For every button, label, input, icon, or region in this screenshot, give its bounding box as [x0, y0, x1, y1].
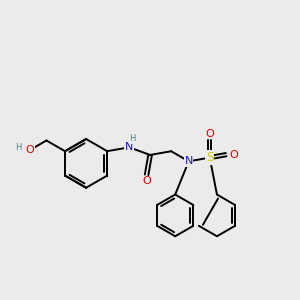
Text: O: O [229, 150, 238, 160]
Text: O: O [26, 145, 34, 155]
Text: H: H [15, 143, 22, 152]
Text: H: H [130, 134, 136, 143]
Text: N: N [184, 156, 193, 166]
Text: O: O [142, 176, 151, 186]
Text: N: N [125, 142, 133, 152]
Text: S: S [206, 151, 214, 164]
Text: O: O [206, 129, 214, 139]
